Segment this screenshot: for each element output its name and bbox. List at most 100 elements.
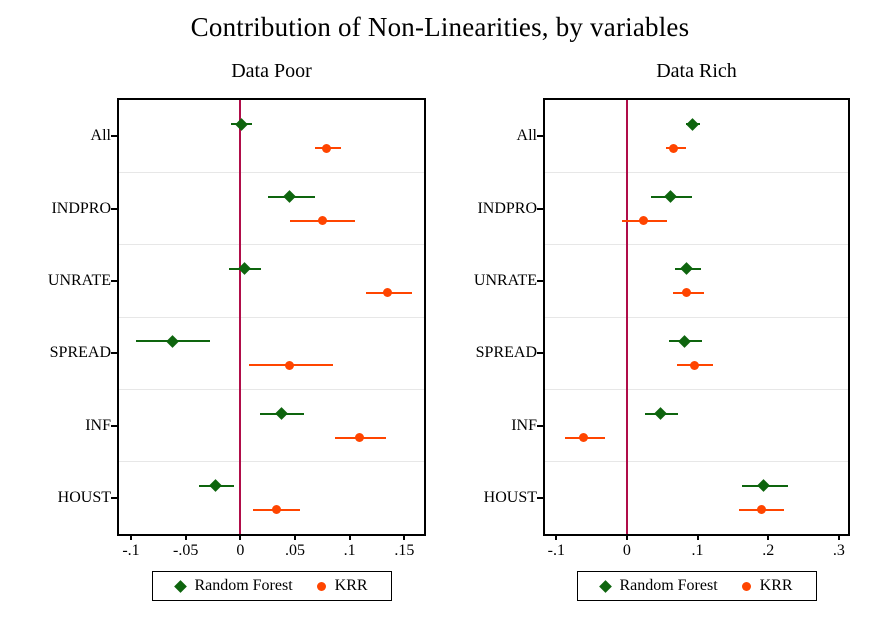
gridline xyxy=(119,388,424,390)
x-tick-label: .1 xyxy=(691,542,704,559)
diamond-marker-icon xyxy=(654,407,668,420)
panel-title-data-rich: Data Rich xyxy=(656,60,737,82)
legend-label: KRR xyxy=(334,577,368,594)
x-tick-label: .05 xyxy=(285,542,305,559)
diamond-marker-icon xyxy=(680,262,694,276)
category-label: All xyxy=(90,127,111,145)
y-axis-tick xyxy=(111,496,119,499)
legend-circle-icon xyxy=(316,581,326,591)
y-axis-tick xyxy=(111,207,119,210)
category-label: HOUST xyxy=(57,488,111,506)
x-axis-tick xyxy=(403,534,406,540)
diamond-marker-icon xyxy=(275,407,289,420)
x-tick-label: 0 xyxy=(622,542,631,559)
circle-marker-icon xyxy=(271,505,281,515)
gridline xyxy=(545,244,848,246)
x-axis-tick xyxy=(130,534,133,540)
zero-reference-line xyxy=(625,100,628,534)
y-axis-tick xyxy=(537,207,545,210)
circle-marker-icon xyxy=(669,143,679,153)
y-axis-tick xyxy=(537,424,545,427)
gridline xyxy=(545,316,848,318)
circle-marker-icon xyxy=(285,360,295,370)
gridline xyxy=(119,461,424,463)
legend-item: Random Forest xyxy=(174,577,293,595)
y-axis-tick xyxy=(537,352,545,355)
y-axis-tick xyxy=(111,279,119,282)
x-axis-tick xyxy=(184,534,187,540)
diamond-marker-icon xyxy=(166,334,179,348)
circle-marker-icon xyxy=(355,433,364,442)
y-axis-tick xyxy=(111,352,119,355)
plot-area-data-poor xyxy=(117,98,426,536)
x-tick-label: .1 xyxy=(343,542,356,559)
legend-label: KRR xyxy=(759,577,793,594)
category-label: UNRATE xyxy=(47,271,111,289)
x-tick-label: .2 xyxy=(762,542,775,559)
gridline xyxy=(119,244,424,246)
diamond-marker-icon xyxy=(663,190,677,203)
diamond-marker-icon xyxy=(757,479,771,493)
category-label: INF xyxy=(511,416,537,434)
y-axis-tick xyxy=(111,424,119,427)
x-tick-label: .3 xyxy=(832,542,845,559)
x-axis-tick xyxy=(555,534,558,540)
circle-marker-icon xyxy=(383,288,393,298)
x-axis-tick xyxy=(625,534,628,540)
legend-data-rich: Random Forest KRR xyxy=(577,571,817,601)
legend-label: Random Forest xyxy=(194,577,293,594)
chart-title: Contribution of Non-Linearities, by vari… xyxy=(190,12,690,42)
diamond-marker-icon xyxy=(283,190,296,203)
circle-marker-icon xyxy=(757,505,767,515)
x-axis-tick xyxy=(696,534,699,540)
circle-marker-icon xyxy=(322,143,332,153)
x-tick-label: .15 xyxy=(394,542,415,559)
y-axis-tick xyxy=(537,496,545,499)
circle-marker-icon xyxy=(317,216,327,225)
legend-item: KRR xyxy=(316,577,368,595)
x-tick-label: -.1 xyxy=(547,542,565,559)
x-axis-tick xyxy=(767,534,770,540)
x-axis-tick xyxy=(239,534,242,540)
gridline xyxy=(545,388,848,390)
category-label: SPREAD xyxy=(475,344,537,362)
x-axis-tick xyxy=(837,534,840,540)
zero-reference-line xyxy=(239,100,242,534)
diamond-marker-icon xyxy=(678,334,692,348)
category-label: SPREAD xyxy=(49,344,111,362)
y-axis-tick xyxy=(111,135,119,138)
x-axis-tick xyxy=(348,534,351,540)
category-label: INF xyxy=(85,416,111,434)
circle-marker-icon xyxy=(689,360,699,370)
y-axis-tick xyxy=(537,279,545,282)
circle-marker-icon xyxy=(682,288,692,298)
circle-marker-icon xyxy=(578,433,588,442)
category-label: UNRATE xyxy=(473,271,537,289)
y-axis-tick xyxy=(537,135,545,138)
gridline xyxy=(119,316,424,318)
circle-marker-icon xyxy=(638,216,648,225)
legend-data-poor: Random Forest KRR xyxy=(152,571,392,601)
x-tick-label: 0 xyxy=(236,542,245,559)
legend-item: KRR xyxy=(741,577,793,595)
category-label: INDPRO xyxy=(51,199,111,217)
panel-title-data-poor: Data Poor xyxy=(231,60,312,82)
legend-diamond-icon xyxy=(174,579,188,593)
diamond-marker-icon xyxy=(686,117,699,131)
legend-label: Random Forest xyxy=(619,577,718,594)
diamond-marker-icon xyxy=(208,479,222,493)
category-label: INDPRO xyxy=(477,199,537,217)
x-tick-label: -.1 xyxy=(122,542,140,559)
gridline xyxy=(545,461,848,463)
legend-circle-icon xyxy=(741,581,751,591)
category-label: All xyxy=(516,127,537,145)
legend-diamond-icon xyxy=(599,579,613,593)
diamond-marker-icon xyxy=(235,117,248,131)
legend-item: Random Forest xyxy=(599,577,718,595)
category-label: HOUST xyxy=(483,488,537,506)
x-axis-tick xyxy=(294,534,296,540)
gridline xyxy=(545,171,848,173)
plot-area-data-rich xyxy=(543,98,850,536)
x-tick-label: -.05 xyxy=(173,542,199,559)
